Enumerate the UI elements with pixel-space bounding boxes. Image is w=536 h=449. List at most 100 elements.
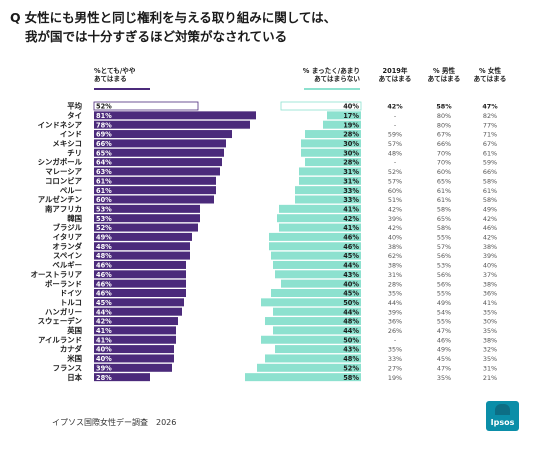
source-note: イプソス国際女性デー調査 2026	[52, 418, 177, 427]
disagree-bar	[273, 260, 361, 269]
disagree-value-label: 28%	[343, 159, 359, 167]
value-female: 61%	[483, 149, 497, 157]
country-label: カナダ	[60, 345, 83, 354]
disagree-bar	[295, 195, 361, 204]
disagree-bar	[305, 158, 361, 167]
value-female: 30%	[483, 318, 497, 326]
disagree-value-label: 48%	[343, 318, 359, 326]
agree-value-label: 78%	[96, 121, 112, 129]
value-male: 55%	[437, 318, 451, 326]
country-label: ブラジル	[53, 223, 83, 232]
disagree-value-label: 41%	[343, 205, 359, 213]
value-female: 67%	[483, 140, 497, 148]
header-male-line-1: % 男性	[432, 67, 456, 75]
disagree-bar	[279, 223, 361, 232]
value-male: 49%	[437, 299, 451, 307]
agree-bar	[94, 279, 186, 288]
header-male-line-2: あてはまる	[427, 75, 461, 83]
question-marker: Q	[10, 10, 21, 25]
value-2019: 31%	[388, 271, 402, 279]
agree-bar	[94, 148, 224, 157]
value-female: 71%	[483, 131, 497, 139]
agree-value-label: 60%	[96, 196, 112, 204]
country-label: 米国	[66, 354, 82, 363]
country-label: アルゼンチン	[38, 195, 82, 204]
agree-bar	[94, 354, 174, 363]
country-label: 平均	[67, 102, 82, 111]
agree-value-label: 44%	[96, 308, 112, 316]
agree-bar	[94, 335, 176, 344]
agree-value-label: 46%	[96, 262, 112, 270]
disagree-value-label: 19%	[343, 121, 359, 129]
country-label: マレーシア	[45, 167, 82, 176]
country-label: ドイツ	[60, 289, 82, 298]
disagree-value-label: 58%	[343, 374, 359, 382]
value-2019: 44%	[388, 299, 402, 307]
header-female: % 女性 あてはまる	[465, 67, 515, 83]
disagree-value-label: 50%	[343, 336, 359, 344]
disagree-value-label: 44%	[343, 262, 359, 270]
header-female-line-1: % 女性	[478, 67, 502, 75]
value-male: 70%	[437, 149, 451, 157]
disagree-bar	[275, 345, 361, 354]
agree-bar	[94, 251, 190, 260]
title-line-2: 我が国では十分すぎるほど対策がなされている	[25, 29, 288, 44]
value-male: 61%	[437, 196, 451, 204]
country-label: ハンガリー	[45, 307, 82, 316]
disagree-value-label: 43%	[343, 271, 359, 279]
value-2019: -	[394, 112, 396, 120]
agree-value-label: 53%	[96, 205, 112, 213]
disagree-bar	[269, 232, 361, 241]
disagree-value-label: 45%	[343, 252, 359, 260]
value-male: 80%	[437, 112, 451, 120]
value-female: 36%	[483, 290, 497, 298]
agree-value-label: 53%	[96, 215, 112, 223]
agree-bar	[94, 204, 200, 213]
agree-bar	[94, 186, 216, 195]
agree-bar	[94, 307, 182, 316]
country-label: イタリア	[53, 233, 83, 242]
agree-bar	[94, 373, 150, 382]
disagree-bar	[280, 101, 362, 111]
header-agree: %とても/やや あてはまる	[94, 67, 135, 83]
logo-text: Ipsos	[490, 418, 515, 427]
agree-value-label: 65%	[96, 149, 112, 157]
disagree-value-label: 46%	[343, 234, 359, 242]
value-female: 35%	[483, 355, 497, 363]
agree-value-label: 28%	[96, 374, 112, 382]
disagree-bar	[323, 120, 361, 129]
country-label: インドネシア	[38, 120, 83, 129]
country-label: 日本	[67, 373, 82, 382]
disagree-bar	[305, 130, 361, 139]
value-female: 66%	[483, 168, 497, 176]
agree-value-label: 49%	[96, 234, 112, 242]
value-male: 56%	[437, 280, 451, 288]
value-2019: 52%	[388, 168, 402, 176]
value-male: 58%	[437, 205, 451, 213]
disagree-bar	[261, 335, 361, 344]
country-label: スウェーデン	[38, 317, 82, 326]
value-male: 56%	[437, 271, 451, 279]
value-male: 58%	[436, 103, 452, 111]
value-2019: 36%	[388, 318, 402, 326]
value-male: 56%	[437, 252, 451, 260]
disagree-bar	[299, 167, 361, 176]
disagree-bar	[245, 373, 361, 382]
agree-value-label: 81%	[96, 112, 112, 120]
disagree-value-label: 33%	[343, 196, 359, 204]
value-male: 35%	[437, 374, 451, 382]
agree-bar	[94, 158, 222, 167]
value-female: 21%	[483, 374, 497, 382]
value-2019: 33%	[388, 355, 402, 363]
disagree-bar	[275, 270, 361, 279]
country-label: タイ	[67, 111, 82, 120]
header-2019-line-2: あてはまる	[378, 75, 412, 83]
agree-value-label: 40%	[96, 355, 112, 363]
value-female: 39%	[483, 252, 497, 260]
disagree-bar	[271, 251, 361, 260]
value-2019: -	[394, 121, 396, 129]
disagree-value-label: 40%	[343, 103, 359, 111]
value-female: 49%	[483, 205, 497, 213]
country-label: インド	[60, 130, 82, 139]
disagree-value-label: 28%	[343, 131, 359, 139]
